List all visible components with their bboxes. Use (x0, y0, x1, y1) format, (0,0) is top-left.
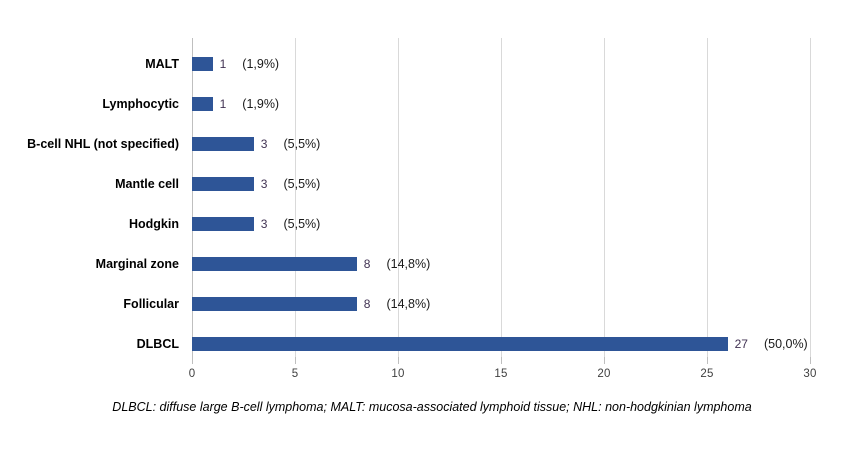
bar (192, 177, 254, 191)
x-tick-label: 30 (803, 368, 817, 380)
bar-track: 3 (5,5%) (192, 177, 810, 191)
bar-value-labels: 3 (5,5%) (261, 137, 321, 151)
abbreviations-footnote: DLBCL: diffuse large B-cell lymphoma; MA… (112, 400, 752, 414)
bar-value-labels: 27 (50,0%) (735, 337, 808, 351)
percentage-label: (1,9%) (242, 57, 280, 71)
category-label: Lymphocytic (102, 97, 179, 111)
category-label: MALT (145, 57, 179, 71)
category-label: DLBCL (136, 337, 179, 351)
count-label: 1 (219, 57, 227, 71)
tickmark (501, 357, 502, 364)
bar-row: DLBCL 27 (50,0%) (0, 324, 840, 364)
tickmark (707, 357, 708, 364)
count-label: 8 (363, 257, 371, 271)
gridline (604, 38, 605, 357)
bar-value-labels: 8 (14,8%) (364, 297, 430, 311)
bar-row: Lymphocytic 1 (1,9%) (0, 84, 840, 124)
category-label: Marginal zone (95, 257, 179, 271)
bar-row: Follicular 8 (14,8%) (0, 284, 840, 324)
tickmark (604, 357, 605, 364)
x-tick-label: 25 (700, 368, 714, 380)
bar (192, 337, 728, 351)
percentage-label: (14,8%) (386, 297, 431, 311)
tickmark (295, 357, 296, 364)
count-label: 27 (734, 337, 748, 351)
bar-value-labels: 1 (1,9%) (220, 97, 280, 111)
bar-track: 8 (14,8%) (192, 297, 810, 311)
count-label: 8 (363, 297, 371, 311)
bar-value-labels: 3 (5,5%) (261, 217, 321, 231)
percentage-label: (5,5%) (283, 217, 321, 231)
count-label: 1 (219, 97, 227, 111)
bar-track: 27 (50,0%) (192, 337, 810, 351)
plot-gridlines (192, 38, 811, 357)
x-tick-label: 15 (494, 368, 508, 380)
bar-track: 1 (1,9%) (192, 57, 810, 71)
bar (192, 137, 254, 151)
tickmark (810, 357, 811, 364)
x-tick-label: 20 (597, 368, 611, 380)
bar-row: B-cell NHL (not specified) 3 (5,5%) (0, 124, 840, 164)
bar-value-labels: 1 (1,9%) (220, 57, 280, 71)
category-label: Hodgkin (129, 217, 179, 231)
percentage-label: (5,5%) (283, 177, 321, 191)
bar (192, 97, 213, 111)
bar-track: 3 (5,5%) (192, 217, 810, 231)
count-label: 3 (260, 177, 268, 191)
bar-value-labels: 8 (14,8%) (364, 257, 430, 271)
category-label: B-cell NHL (not specified) (27, 137, 179, 151)
bar-track: 3 (5,5%) (192, 137, 810, 151)
x-tick-label: 5 (291, 368, 299, 380)
bar-row: Mantle cell 3 (5,5%) (0, 164, 840, 204)
bar (192, 217, 254, 231)
gridline (398, 38, 399, 357)
bar-row: Marginal zone 8 (14,8%) (0, 244, 840, 284)
gridline (810, 38, 811, 357)
bar-row: Hodgkin 3 (5,5%) (0, 204, 840, 244)
gridline (501, 38, 502, 357)
bar-row: MALT 1 (1,9%) (0, 44, 840, 84)
bar (192, 257, 357, 271)
x-axis-tickmarks (192, 357, 811, 364)
bar-rows: MALT 1 (1,9%) Lymphocytic 1 (1,9%) B-cell NHL … (0, 44, 840, 364)
bar (192, 297, 357, 311)
bar-track: 1 (1,9%) (192, 97, 810, 111)
percentage-label: (5,5%) (283, 137, 321, 151)
count-label: 3 (260, 137, 268, 151)
bar-value-labels: 3 (5,5%) (261, 177, 321, 191)
x-tick-label: 10 (391, 368, 405, 380)
bar-track: 8 (14,8%) (192, 257, 810, 271)
tickmark (398, 357, 399, 364)
category-label: Mantle cell (115, 177, 179, 191)
count-label: 3 (260, 217, 268, 231)
percentage-label: (14,8%) (386, 257, 431, 271)
percentage-label: (50,0%) (763, 337, 808, 351)
category-label: Follicular (123, 297, 179, 311)
bar (192, 57, 213, 71)
x-axis-tick-labels: 0 5 10 15 20 25 30 (188, 368, 817, 384)
tickmark (192, 357, 193, 364)
x-tick-label: 0 (188, 368, 196, 380)
gridline (707, 38, 708, 357)
gridline (295, 38, 296, 357)
percentage-label: (1,9%) (242, 97, 280, 111)
y-axis-line (192, 38, 193, 357)
